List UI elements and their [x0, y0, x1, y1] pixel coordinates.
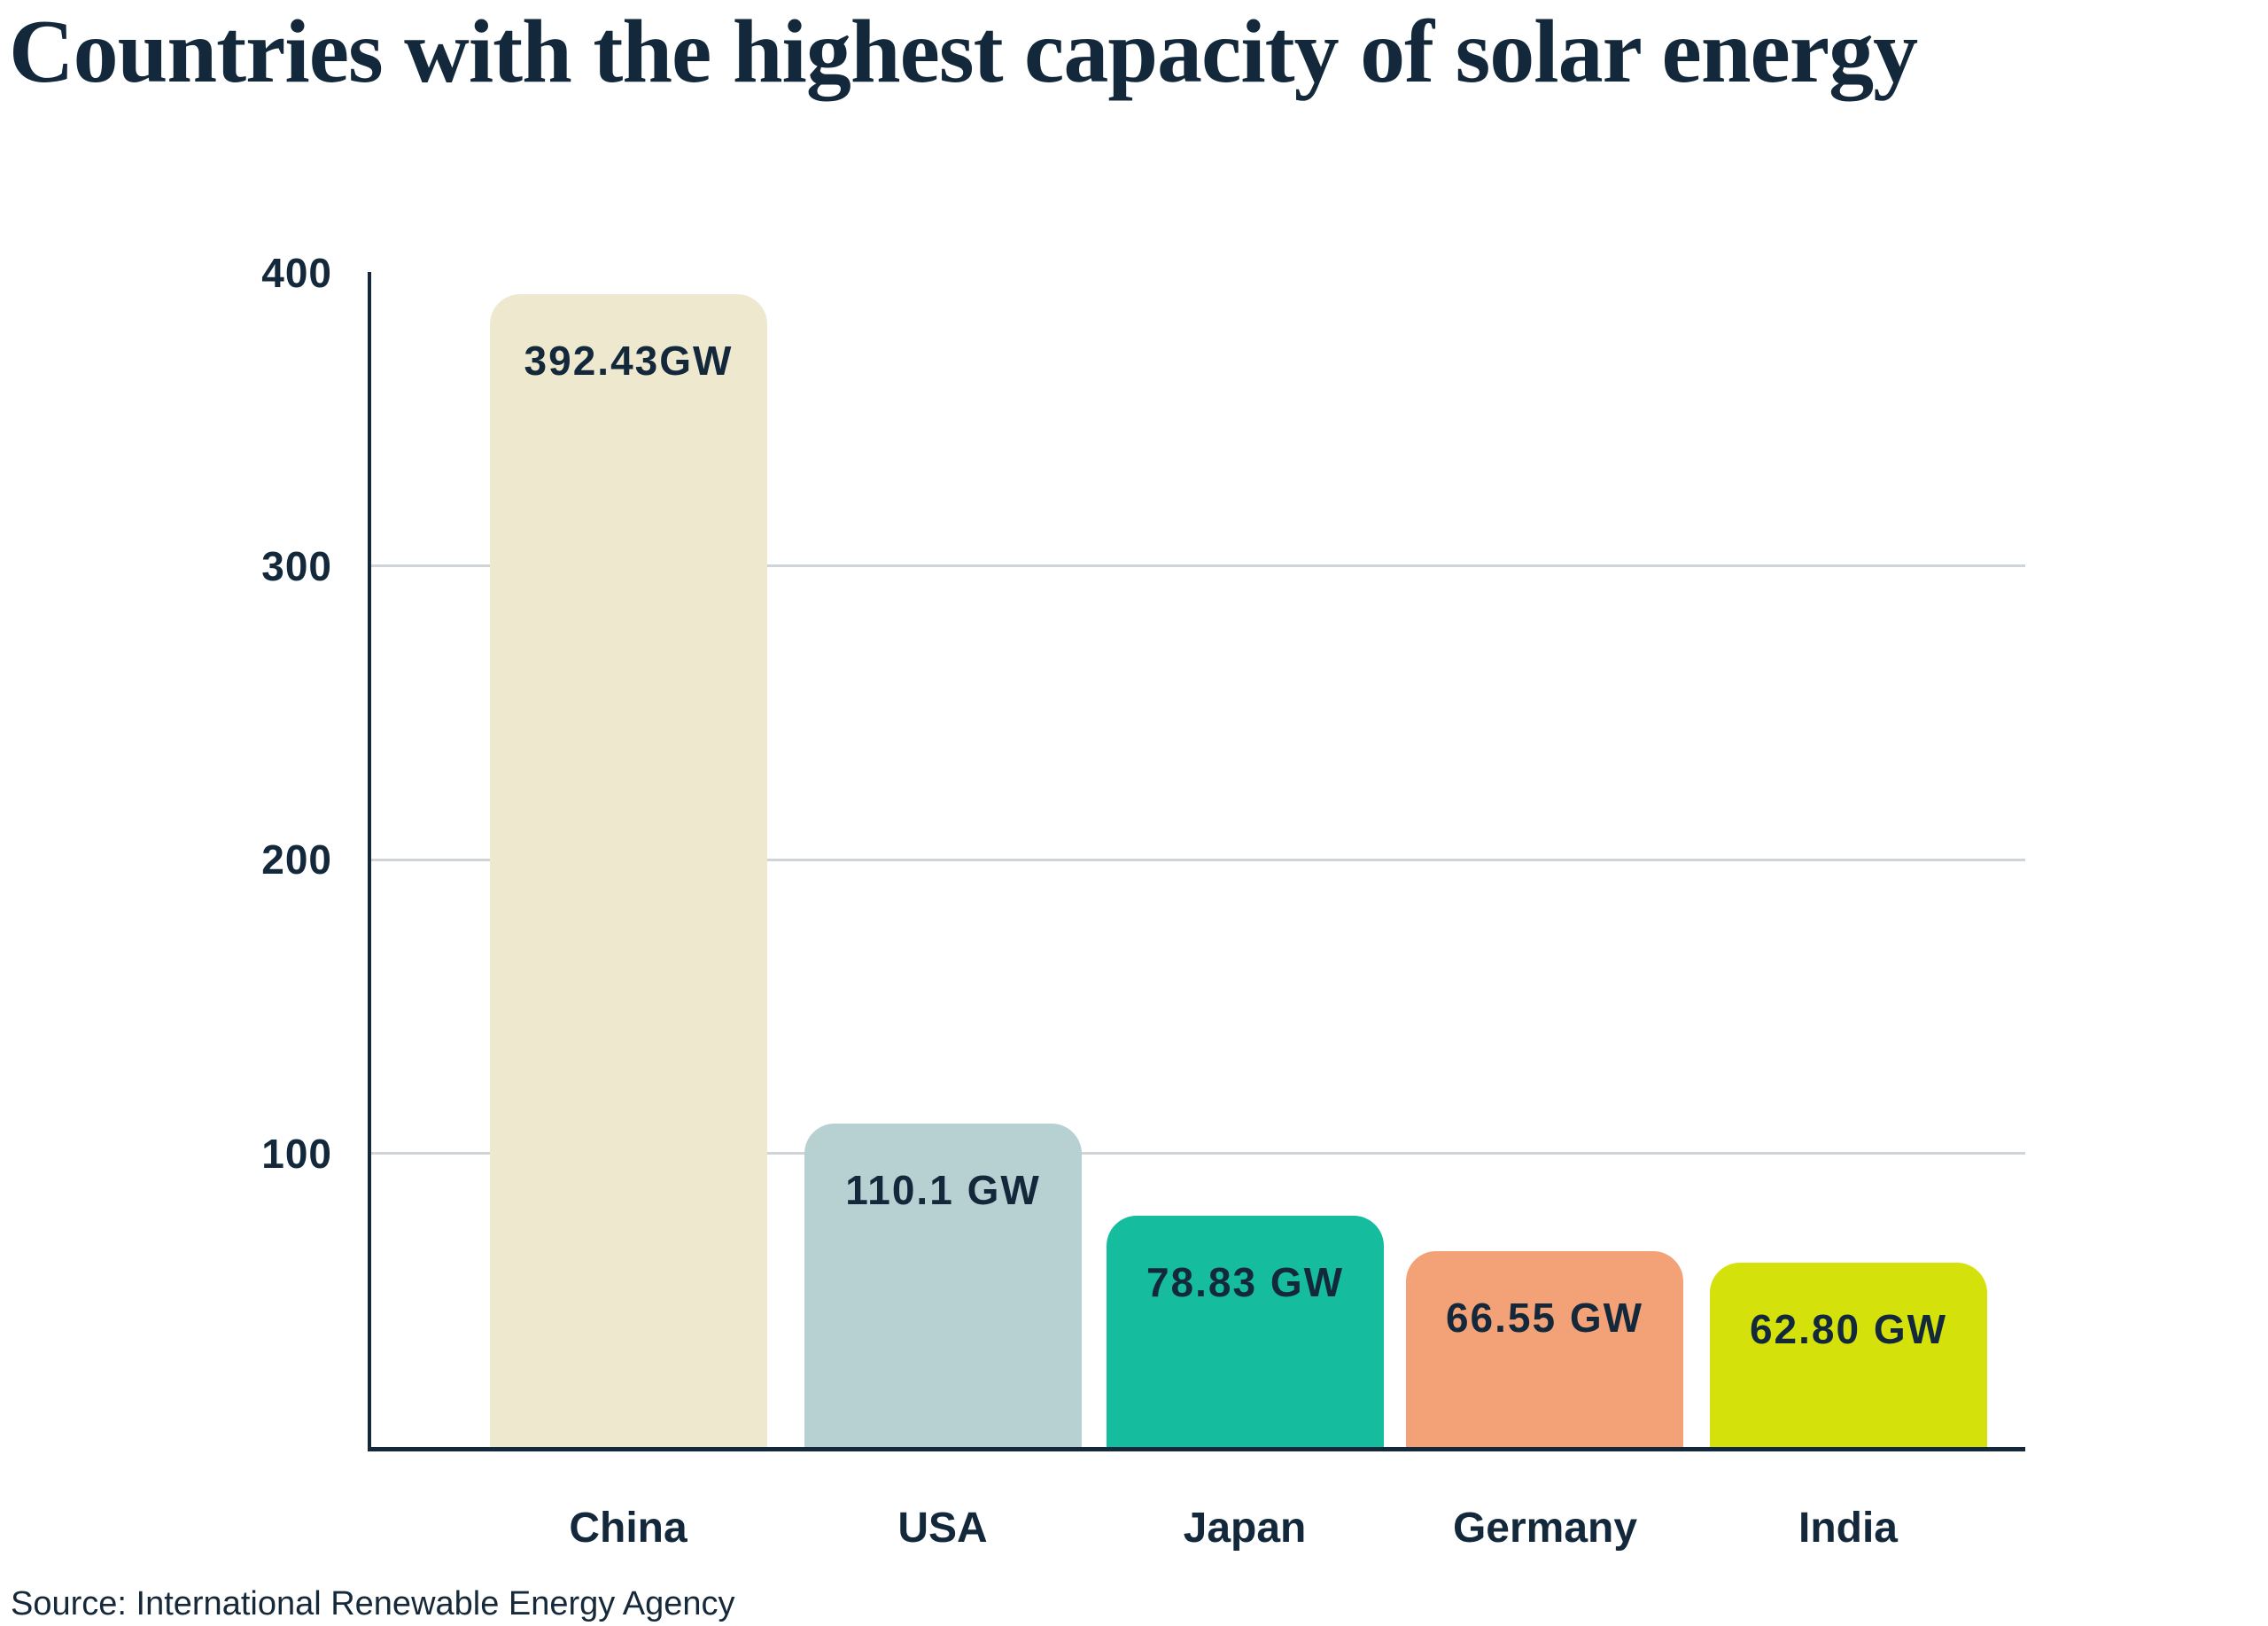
category-label-usa: USA	[897, 1505, 988, 1552]
bar-value-label-germany: 66.55 GW	[1445, 1295, 1644, 1341]
y-axis-tick-400: 400	[261, 250, 332, 296]
bar-value-label-india: 62.80 GW	[1749, 1306, 1948, 1352]
bar-value-label-china: 392.43GW	[524, 338, 734, 384]
gridline-200	[371, 859, 2025, 861]
bar-india: 62.80 GW	[1710, 1263, 1987, 1447]
gridline-300	[371, 564, 2025, 567]
category-label-germany: Germany	[1452, 1505, 1638, 1552]
category-label-japan: Japan	[1183, 1505, 1307, 1552]
y-axis-tick-300: 300	[261, 543, 332, 589]
y-axis-tick-200: 200	[261, 836, 332, 883]
gridline-100	[371, 1152, 2025, 1155]
bar-china: 392.43GW	[490, 294, 767, 1447]
bar-value-label-usa: 110.1 GW	[845, 1167, 1041, 1213]
category-label-india: India	[1798, 1505, 1898, 1552]
bar-usa: 110.1 GW	[804, 1124, 1082, 1447]
page-title: Countries with the highest capacity of s…	[9, 2, 1918, 102]
bar-japan: 78.83 GW	[1107, 1216, 1384, 1447]
bar-value-label-japan: 78.83 GW	[1146, 1259, 1345, 1305]
bar-germany: 66.55 GW	[1406, 1251, 1683, 1447]
plot-area: 392.43GW 110.1 GW 78.83 GW 66.55 GW 62.8…	[368, 272, 2025, 1451]
source-note: Source: International Renewable Energy A…	[11, 1585, 735, 1622]
category-label-china: China	[569, 1505, 687, 1552]
y-axis-tick-100: 100	[261, 1131, 332, 1177]
